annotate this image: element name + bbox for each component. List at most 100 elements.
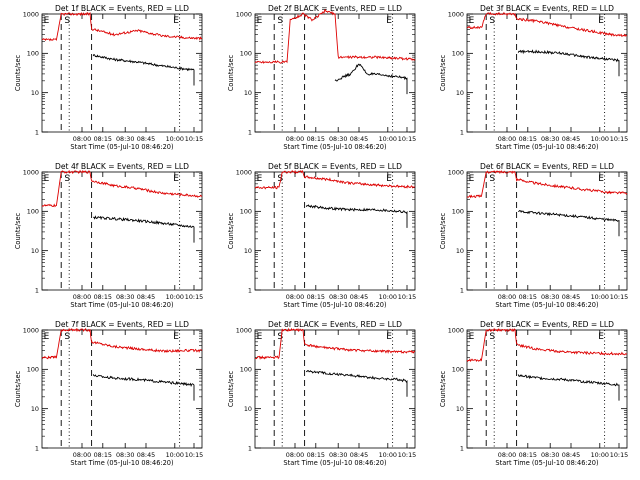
plot-frame	[41, 171, 203, 291]
y-tick-label: 10	[244, 405, 252, 413]
x-tick-label: 10:00	[379, 293, 397, 301]
chart-panel-2: Det 2f BLACK = Events, RED = LLD 1 10 100 10…	[227, 4, 416, 151]
event-marker: E	[44, 332, 50, 342]
x-tick-label: 10:15	[185, 135, 203, 143]
x-tick-label: 08:30	[329, 293, 347, 301]
y-axis-label: Counts/sec	[227, 212, 235, 249]
y-tick-label: 1000	[236, 326, 252, 334]
y-tick-label: 1000	[448, 168, 464, 176]
x-tick-label: 10:15	[610, 135, 628, 143]
event-marker: E	[386, 332, 392, 342]
x-tick-label: 10:00	[166, 135, 184, 143]
plot-frame	[466, 329, 628, 449]
x-tick-label: 08:15	[519, 135, 537, 143]
y-tick-label: 1	[460, 444, 464, 452]
y-tick-label: 10	[456, 247, 464, 255]
events-series-line	[305, 370, 408, 397]
y-axis-label: Counts/sec	[14, 212, 22, 249]
chart-title: Det 7f BLACK = Events, RED = LLD	[55, 320, 189, 329]
event-marker: E	[44, 16, 50, 26]
y-tick-label: 100	[240, 50, 252, 58]
event-marker: E	[469, 16, 475, 26]
x-axis-label: Start Time (05-Jul-10 08:46:20)	[495, 459, 598, 467]
x-tick-label: 08:45	[562, 451, 580, 459]
lld-series-line	[41, 169, 203, 208]
chart-panel-1: Det 1f BLACK = Events, RED = LLD 1 10 100 10…	[14, 4, 203, 151]
x-tick-label: 08:30	[541, 135, 559, 143]
event-marker: E	[386, 16, 392, 26]
y-tick-label: 1000	[448, 326, 464, 334]
chart-title: Det 3f BLACK = Events, RED = LLD	[480, 4, 614, 13]
plot-frame	[466, 171, 628, 291]
event-marker: E	[257, 16, 263, 26]
y-axis-label: Counts/sec	[227, 370, 235, 407]
x-tick-label: 08:15	[307, 135, 325, 143]
events-series-line	[517, 49, 620, 77]
lld-series-line	[254, 327, 416, 360]
chart-panel-9: Det 9f BLACK = Events, RED = LLD 1 10 100 10…	[439, 320, 628, 467]
y-tick-label: 1	[460, 128, 464, 136]
event-marker: E	[44, 174, 50, 184]
x-tick-label: 08:15	[94, 135, 112, 143]
x-tick-label: 10:00	[591, 135, 609, 143]
events-series-line	[517, 374, 620, 401]
x-tick-label: 10:15	[398, 293, 416, 301]
x-tick-label: 10:00	[379, 135, 397, 143]
event-marker: E	[469, 174, 475, 184]
events-series-line	[305, 204, 408, 228]
event-marker: S	[64, 332, 70, 342]
event-marker: S	[64, 174, 70, 184]
x-tick-label: 08:00	[73, 293, 91, 301]
y-tick-label: 10	[31, 89, 39, 97]
lld-series-line	[254, 8, 416, 64]
x-axis-label: Start Time (05-Jul-10 08:46:20)	[70, 301, 173, 309]
x-tick-label: 08:00	[286, 135, 304, 143]
y-tick-label: 1	[35, 444, 39, 452]
chart-title: Det 2f BLACK = Events, RED = LLD	[268, 4, 402, 13]
plot-frame	[466, 13, 628, 133]
x-tick-label: 08:45	[350, 293, 368, 301]
x-tick-label: 08:45	[562, 293, 580, 301]
y-axis-label: Counts/sec	[439, 212, 447, 249]
y-axis-label: Counts/sec	[439, 54, 447, 91]
event-marker: S	[277, 332, 283, 342]
y-axis-label: Counts/sec	[227, 54, 235, 91]
x-tick-label: 08:45	[137, 451, 155, 459]
x-tick-label: 08:15	[94, 293, 112, 301]
x-tick-label: 08:45	[137, 293, 155, 301]
events-series-line	[92, 53, 195, 86]
x-tick-label: 08:00	[286, 293, 304, 301]
y-tick-label: 1	[35, 128, 39, 136]
x-tick-label: 08:00	[498, 451, 516, 459]
event-marker: S	[489, 332, 495, 342]
y-tick-label: 10	[31, 247, 39, 255]
y-tick-label: 1000	[236, 10, 252, 18]
plot-frame	[254, 171, 416, 291]
chart-panel-6: Det 6f BLACK = Events, RED = LLD 1 10 100 10…	[439, 162, 628, 309]
y-tick-label: 100	[27, 366, 39, 374]
x-tick-label: 08:30	[541, 293, 559, 301]
event-marker: E	[598, 16, 604, 26]
x-tick-label: 10:15	[185, 293, 203, 301]
x-tick-label: 10:15	[185, 451, 203, 459]
event-marker: S	[489, 174, 495, 184]
event-marker: E	[257, 332, 263, 342]
chart-title: Det 5f BLACK = Events, RED = LLD	[268, 162, 402, 171]
y-tick-label: 1000	[236, 168, 252, 176]
y-tick-label: 10	[244, 89, 252, 97]
x-axis-label: Start Time (05-Jul-10 08:46:20)	[283, 459, 386, 467]
y-tick-label: 10	[244, 247, 252, 255]
chart-panel-4: Det 4f BLACK = Events, RED = LLD 1 10 100 10…	[14, 162, 203, 309]
y-tick-label: 10	[456, 89, 464, 97]
events-series-line	[92, 374, 195, 401]
x-tick-label: 08:15	[94, 451, 112, 459]
event-marker: S	[64, 16, 70, 26]
y-tick-label: 100	[27, 208, 39, 216]
lld-series-line	[41, 12, 203, 42]
x-tick-label: 10:15	[610, 451, 628, 459]
y-tick-label: 1000	[23, 10, 39, 18]
x-tick-label: 08:15	[519, 293, 537, 301]
x-tick-label: 08:00	[498, 293, 516, 301]
x-tick-label: 08:45	[137, 135, 155, 143]
